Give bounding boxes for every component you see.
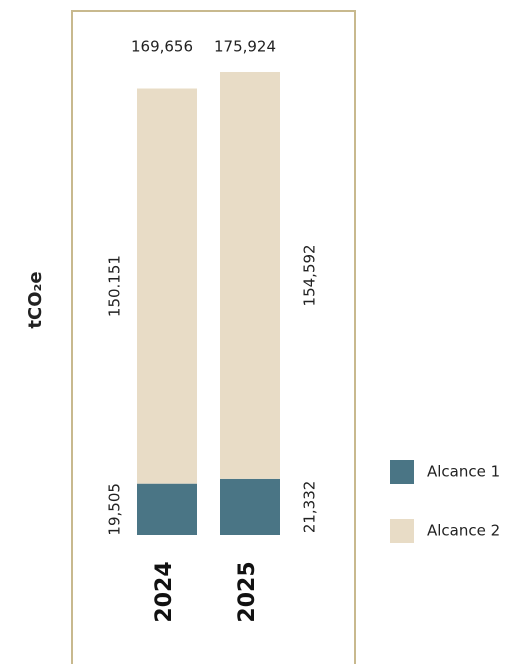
frame <box>71 10 356 664</box>
x-tick-label: 2024 <box>152 561 177 622</box>
y-axis-label: tCO₂e <box>25 271 46 328</box>
x-tick-label: 2025 <box>235 561 260 622</box>
bar-segment <box>220 72 280 479</box>
bar-segment <box>137 88 197 484</box>
value-label: 19,505 <box>106 483 124 536</box>
legend-swatch <box>390 519 414 543</box>
value-label: 21,332 <box>301 481 319 534</box>
legend-label: Alcance 2 <box>427 522 500 540</box>
total-label: 175,924 <box>214 38 276 56</box>
bar-segment <box>220 478 280 535</box>
legend-swatch <box>390 460 414 484</box>
total-label: 169,656 <box>131 38 193 56</box>
value-label: 154,592 <box>301 244 319 306</box>
value-label: 150.151 <box>106 255 124 317</box>
legend-label: Alcance 1 <box>427 463 500 481</box>
bar-segment <box>137 483 197 535</box>
